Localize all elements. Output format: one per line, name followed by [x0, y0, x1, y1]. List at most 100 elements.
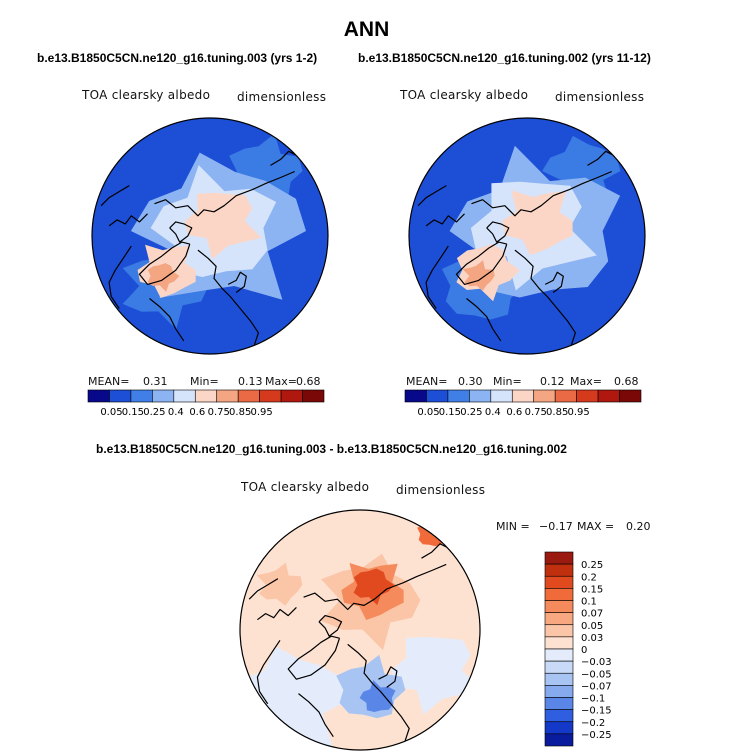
diff-colorbar-tick-2: 0.2	[581, 572, 597, 583]
panel2-colorbar-swatch-11	[619, 389, 642, 403]
diff-min-value: −0.17	[539, 520, 573, 533]
panel1-colorbar-swatch-5	[173, 389, 196, 403]
panel2-colorbar-tick-4: 0.4	[485, 407, 501, 418]
panel2-colorbar-tick-2: 0.15	[439, 407, 461, 418]
diff-colorbar-tick-9: −0.03	[581, 657, 612, 668]
panel1-variable-label: TOA clearsky albedo	[82, 88, 211, 102]
panel1-colorbar-swatch-3	[130, 389, 153, 403]
diff-coastline-9	[298, 693, 334, 738]
diff-colorbar-tick-12: −0.1	[581, 694, 605, 705]
diff-colorbar-tick-4: 0.1	[581, 597, 597, 608]
diff-colorbar-swatch-3	[544, 575, 574, 589]
panel1-colorbar-swatch-11	[302, 389, 325, 403]
panel2-min-label: Min=	[493, 375, 522, 388]
diff-colorbar-tick-15: −0.25	[581, 730, 612, 741]
diff-max-value: 0.20	[626, 520, 651, 533]
figure-title: ANN	[343, 18, 390, 41]
panel1-colorbar-tick-7: 0.85	[229, 407, 251, 418]
panel1-colorbar-swatch-9	[259, 389, 282, 403]
diff-coastline-4	[256, 639, 281, 705]
panel1-colorbar-tick-3: 0.25	[143, 407, 165, 418]
panel1-coastline-5	[169, 221, 193, 243]
panel1-max-value: 0.68	[296, 375, 321, 388]
diff-colorbar-swatch-13	[544, 697, 574, 710]
panel2-coastline-9	[466, 298, 502, 342]
panel2-colorbar-swatch-4	[469, 389, 492, 403]
panel2-mean-value: 0.30	[458, 375, 483, 388]
diff-min-label: MIN =	[496, 520, 530, 533]
diff-map-border	[239, 509, 481, 751]
panel2-coastline-2	[455, 241, 508, 285]
panel2-colorbar-swatch-5	[490, 389, 513, 403]
panel1-mean-label: MEAN=	[88, 375, 130, 388]
panel1-colorbar-swatch-10	[280, 389, 303, 403]
diff-colorbar-swatch-6	[544, 612, 574, 626]
diff-panel-title: b.e13.B1850C5CN.ne120_g16.tuning.003 - b…	[96, 442, 567, 456]
diff-colorbar-tick-14: −0.2	[581, 718, 605, 729]
diff-units-label: dimensionless	[396, 483, 486, 497]
panel1-coastline-1	[154, 170, 295, 217]
panel2-colorbar-swatch-2	[426, 389, 449, 403]
panel2-coastline-3	[514, 249, 576, 346]
diff-field-i	[256, 562, 303, 606]
panel1-colorbar-tick-6: 0.75	[208, 407, 230, 418]
diff-colorbar-swatch-11	[544, 672, 574, 686]
panel2-map-border	[408, 117, 646, 355]
panel2-coastline-10	[417, 185, 447, 207]
panel2-coastline-6	[425, 213, 465, 227]
diff-coastline-2	[287, 635, 341, 680]
panel1-min-label: Min=	[190, 375, 219, 388]
diff-colorbar-swatch-1	[544, 551, 574, 565]
panel1-units-label: dimensionless	[237, 90, 327, 104]
diff-colorbar-tick-8: 0	[581, 645, 587, 656]
panel2-colorbar-tick-8: 0.95	[568, 407, 590, 418]
panel2-title: b.e13.B1850C5CN.ne120_g16.tuning.002 (yr…	[358, 51, 651, 65]
panel1-colorbar-swatch-8	[237, 389, 260, 403]
diff-max-label: MAX =	[577, 520, 615, 533]
panel1-mean-value: 0.31	[143, 375, 168, 388]
diff-coastline-6	[257, 606, 297, 621]
panel2-map	[409, 118, 645, 354]
diff-coastline-1	[303, 563, 447, 611]
panel1-colorbar-tick-1: 0.05	[100, 407, 122, 418]
panel2-coastline-1	[471, 170, 612, 217]
panel2-max-value: 0.68	[614, 375, 639, 388]
diff-colorbar-tick-5: 0.07	[581, 609, 603, 620]
panel1-coastline-3	[197, 249, 259, 346]
panel1-colorbar-swatch-7	[216, 389, 239, 403]
panel2-mean-label: MEAN=	[406, 375, 448, 388]
diff-colorbar-swatch-5	[544, 600, 574, 613]
diff-colorbar-swatch-8	[544, 636, 574, 650]
panel1-coastline-6	[108, 213, 148, 227]
panel2-max-label: Max=	[570, 375, 602, 388]
panel1-colorbar-tick-8: 0.95	[251, 407, 273, 418]
panel2-variable-label: TOA clearsky albedo	[400, 88, 529, 102]
panel2-coastline-8	[544, 271, 564, 293]
panel1-greenland-core	[147, 263, 180, 292]
diff-field-g	[353, 568, 395, 606]
panel1-colorbar-tick-2: 0.15	[122, 407, 144, 418]
diff-colorbar-swatch-7	[544, 624, 574, 638]
panel1-max-label: Max=	[265, 375, 297, 388]
panel2-colorbar-swatch-6	[511, 389, 535, 403]
panel1-map-border	[91, 117, 329, 355]
diff-variable-label: TOA clearsky albedo	[241, 480, 370, 494]
diff-colorbar-tick-6: 0.05	[581, 621, 603, 632]
panel1-coastline-2	[138, 241, 191, 285]
diff-colorbar-tick-13: −0.15	[581, 706, 612, 717]
panel2-colorbar-swatch-3	[447, 389, 470, 403]
diff-colorbar-tick-11: −0.07	[581, 681, 612, 692]
diff-colorbar-swatch-12	[544, 685, 574, 698]
panel2-colorbar-tick-5: 0.6	[506, 407, 522, 418]
panel2-colorbar-tick-6: 0.75	[525, 407, 547, 418]
panel1-min-value: 0.13	[238, 375, 263, 388]
diff-colorbar-tick-1: 0.25	[581, 560, 603, 571]
panel1-colorbar-swatch-1	[87, 389, 110, 403]
diff-colorbar-tick-10: −0.05	[581, 669, 612, 680]
diff-field-b	[391, 637, 480, 715]
panel1-colorbar-swatch-2	[109, 389, 132, 403]
panel1-coastline-8	[227, 271, 247, 293]
panel1-coastline-9	[149, 298, 185, 342]
diff-colorbar-swatch-2	[544, 563, 574, 577]
panel1-colorbar-tick-5: 0.6	[189, 407, 205, 418]
